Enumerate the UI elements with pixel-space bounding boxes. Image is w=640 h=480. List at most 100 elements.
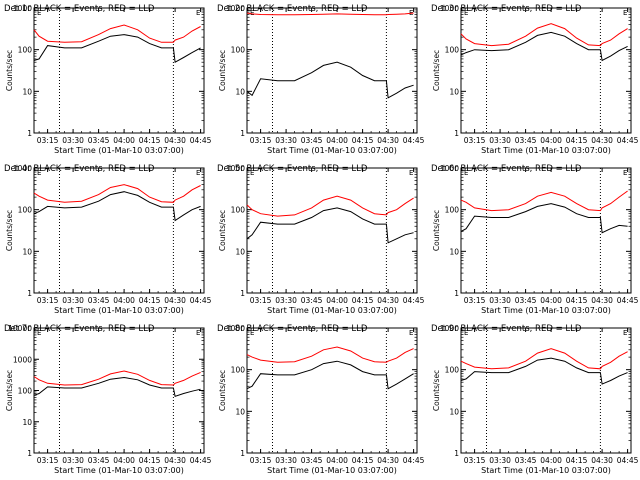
y-axis-label: Counts/sec (218, 370, 227, 411)
x-tick-label: 03:45 (515, 456, 537, 465)
chart-panel-8: Det 8r BLACK = Events, RED = LLD E E 03:15 0… (213, 320, 426, 480)
plot-frame (460, 167, 632, 294)
x-tick-label: 04:15 (566, 136, 588, 145)
x-tick-label: 03:15 (37, 296, 59, 305)
x-tick-label: 04:15 (139, 136, 161, 145)
x-tick-label: 04:15 (352, 296, 374, 305)
chart-panel-3: Det 3r BLACK = Events, RED = LLD E E 03:15 0… (427, 0, 640, 160)
x-axis-label: Start Time (01-Mar-10 03:07:00) (54, 146, 184, 155)
x-tick-label: 04:00 (326, 136, 348, 145)
x-tick-label: 04:15 (352, 456, 374, 465)
corner-mark-left: E (250, 169, 254, 177)
x-tick-label: 03:30 (489, 456, 511, 465)
x-tick-label: 04:15 (566, 296, 588, 305)
x-tick-label: 03:45 (515, 136, 537, 145)
y-axis-label: Counts/sec (5, 50, 14, 91)
x-tick-label: 03:30 (489, 136, 511, 145)
chart-title: Det 1r BLACK = Events, RED = LLD (4, 4, 155, 14)
x-tick-label: 04:30 (377, 296, 399, 305)
y-tick-label: 100 (18, 46, 33, 55)
x-tick-label: 04:45 (617, 296, 639, 305)
x-tick-label: 04:00 (326, 456, 348, 465)
series-line-lld (460, 348, 628, 370)
corner-mark-right: E (623, 169, 627, 177)
chart-title: Det 9r BLACK = Events, RED = LLD (431, 324, 582, 334)
y-tick-label: 1 (454, 129, 459, 138)
y-tick-label: 100 (231, 46, 246, 55)
y-tick-label: 10 (235, 407, 245, 416)
chart-title: Det 7r BLACK = Events, RED = LLD (4, 324, 155, 334)
x-axis-label: Start Time (01-Mar-10 03:07:00) (481, 306, 611, 315)
y-tick-label: 1 (27, 289, 32, 298)
x-tick-label: 03:30 (489, 296, 511, 305)
series-line-events (460, 31, 628, 62)
y-tick-label: 1000 (226, 324, 245, 333)
corner-mark-left: E (464, 9, 468, 17)
series-line-lld (246, 195, 414, 217)
x-tick-label: 03:45 (301, 456, 323, 465)
chart-panel-7: Det 7r BLACK = Events, RED = LLD E E 03:15 0… (0, 320, 213, 480)
y-tick-label: 10 (235, 247, 245, 256)
corner-mark-right: E (623, 329, 627, 337)
x-tick-label: 04:00 (540, 296, 562, 305)
x-axis-label: Start Time (01-Mar-10 03:07:00) (54, 306, 184, 315)
y-tick-label: 10 (235, 87, 245, 96)
x-tick-label: 03:15 (464, 456, 486, 465)
y-axis-label: Counts/sec (432, 370, 441, 411)
series-line-lld (33, 370, 201, 386)
series-line-lld (33, 184, 201, 203)
plot-frame (460, 327, 632, 454)
corner-mark-right: E (196, 9, 200, 17)
x-tick-label: 04:00 (113, 136, 135, 145)
y-tick-label: 1000 (226, 164, 245, 173)
corner-mark-left: E (464, 329, 468, 337)
y-axis-label: Counts/sec (5, 370, 14, 411)
y-tick-label: 100 (445, 206, 460, 215)
x-tick-label: 04:00 (113, 296, 135, 305)
y-tick-label: 10 (22, 247, 32, 256)
x-tick-label: 03:15 (250, 136, 272, 145)
x-tick-label: 04:45 (190, 456, 212, 465)
series-line-events (33, 34, 201, 63)
x-axis-label: Start Time (01-Mar-10 03:07:00) (267, 146, 397, 155)
x-tick-label: 04:15 (566, 456, 588, 465)
plot-frame (460, 7, 632, 134)
chart-title: Det 5r BLACK = Events, RED = LLD (217, 164, 368, 174)
corner-mark-right: E (196, 169, 200, 177)
chart-title: Det 6r BLACK = Events, RED = LLD (431, 164, 582, 174)
y-tick-label: 1 (240, 289, 245, 298)
corner-mark-left: E (250, 329, 254, 337)
y-tick-label: 100 (231, 366, 246, 375)
x-tick-label: 03:15 (250, 296, 272, 305)
y-axis-label: Counts/sec (432, 210, 441, 251)
x-tick-label: 03:15 (37, 136, 59, 145)
x-tick-label: 04:30 (591, 296, 613, 305)
chart-panel-6: Det 6r BLACK = Events, RED = LLD E E 03:15 0… (427, 160, 640, 320)
x-tick-label: 04:00 (113, 456, 135, 465)
x-axis-label: Start Time (01-Mar-10 03:07:00) (481, 466, 611, 475)
x-tick-label: 03:30 (275, 296, 297, 305)
series-line-lld (246, 346, 414, 363)
x-tick-label: 03:45 (88, 456, 110, 465)
y-axis-label: Counts/sec (432, 50, 441, 91)
y-tick-label: 1 (454, 449, 459, 458)
chart-panel-4: Det 4r BLACK = Events, RED = LLD E E 03:15 0… (0, 160, 213, 320)
plot-frame (246, 327, 418, 454)
chart-panel-5: Det 5r BLACK = Events, RED = LLD E E 03:15 0… (213, 160, 426, 320)
series-line-events (246, 61, 414, 99)
x-tick-label: 04:15 (139, 456, 161, 465)
x-axis-label: Start Time (01-Mar-10 03:07:00) (267, 466, 397, 475)
plot-frame (33, 7, 205, 134)
y-tick-label: 1000 (13, 355, 32, 364)
x-tick-label: 03:30 (275, 456, 297, 465)
x-tick-label: 03:45 (301, 296, 323, 305)
corner-mark-left: E (250, 9, 254, 17)
y-tick-label: 1000 (13, 164, 32, 173)
